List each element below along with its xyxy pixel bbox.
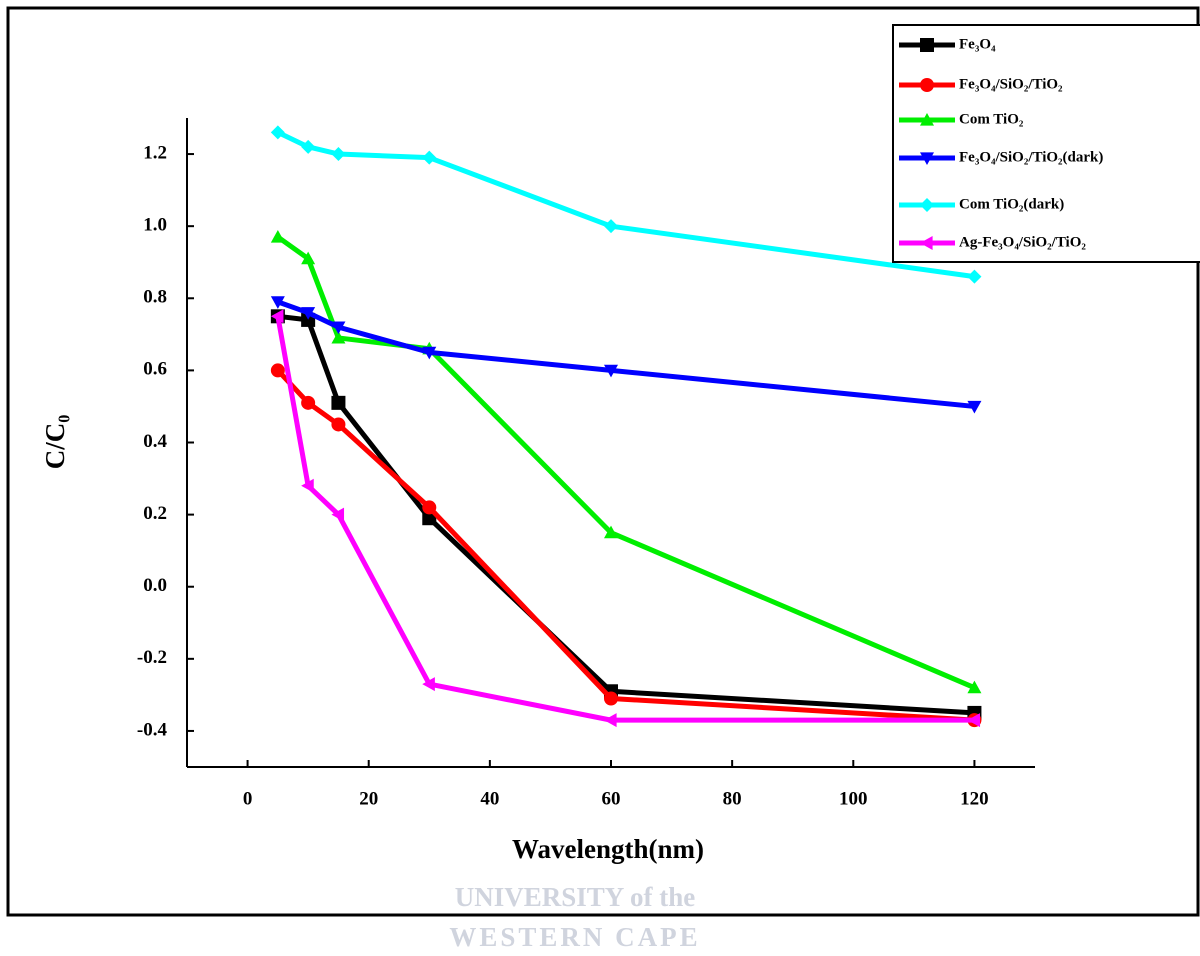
marker [270, 309, 284, 324]
y-tick-label: -0.2 [137, 647, 167, 668]
legend-label: Fe₃O₄/SiO₂/TiO₂ [959, 76, 1063, 92]
marker [301, 251, 316, 265]
y-tick-label: 0.0 [143, 575, 167, 596]
watermark: WESTERN CAPE [449, 922, 700, 952]
marker [422, 500, 437, 515]
marker [422, 150, 437, 165]
marker [967, 269, 982, 284]
watermark: UNIVERSITY of the [455, 882, 696, 912]
y-axis-label: C/C₀ [40, 415, 70, 470]
y-tick-label: 1.2 [143, 142, 167, 163]
marker [331, 507, 345, 522]
marker [604, 691, 618, 706]
series-line [277, 313, 975, 716]
marker [422, 677, 435, 692]
legend-label: Com TiO₂ [959, 111, 1024, 127]
marker [920, 38, 934, 52]
marker [270, 363, 285, 378]
marker [920, 152, 934, 165]
marker [967, 400, 982, 414]
marker [301, 478, 314, 493]
series-line [275, 315, 975, 723]
y-tick-label: 0.2 [143, 503, 167, 524]
series-line [276, 234, 976, 690]
marker [331, 321, 346, 335]
marker [920, 113, 934, 126]
y-tick-label: 0.6 [143, 359, 167, 380]
x-tick-label: 100 [839, 788, 868, 809]
marker [604, 219, 618, 234]
x-axis-label: Wavelength(nm) [512, 834, 704, 864]
marker [604, 713, 617, 728]
marker [331, 147, 346, 162]
marker [301, 139, 316, 154]
legend-label: Fe₃O₄ [959, 36, 996, 52]
x-tick-label: 40 [480, 788, 499, 809]
marker [920, 198, 934, 212]
legend-box [892, 24, 1200, 263]
marker [422, 346, 437, 360]
marker [270, 125, 285, 140]
y-tick-label: 0.8 [143, 287, 167, 308]
y-tick-label: -0.4 [137, 719, 168, 740]
frame [6, 6, 1200, 917]
marker [331, 417, 346, 432]
legend-label: Fe₃O₄/SiO₂/TiO₂(dark) [959, 149, 1103, 165]
marker [331, 395, 346, 410]
x-tick-label: 120 [960, 788, 989, 809]
marker [967, 680, 982, 694]
marker [270, 296, 285, 309]
marker [422, 511, 437, 526]
marker [301, 395, 316, 410]
marker [331, 330, 346, 344]
marker [604, 364, 618, 378]
x-tick-label: 0 [243, 788, 253, 809]
marker [967, 713, 981, 728]
y-tick-label: 1.0 [143, 215, 167, 236]
marker [270, 229, 285, 243]
series-line [276, 130, 975, 280]
y-tick-label: 0.4 [143, 431, 167, 452]
x-tick-label: 80 [723, 788, 742, 809]
legend-label: Com TiO₂(dark) [959, 196, 1064, 212]
marker [920, 236, 933, 250]
series-line [276, 368, 975, 723]
marker [301, 307, 316, 320]
x-tick-label: 60 [602, 788, 621, 809]
marker [920, 78, 934, 92]
x-tick-label: 20 [359, 788, 378, 809]
legend-label: Ag-Fe₃O₄/SiO₂/TiO₂ [959, 234, 1086, 250]
marker [604, 525, 618, 539]
series-line [277, 299, 975, 409]
